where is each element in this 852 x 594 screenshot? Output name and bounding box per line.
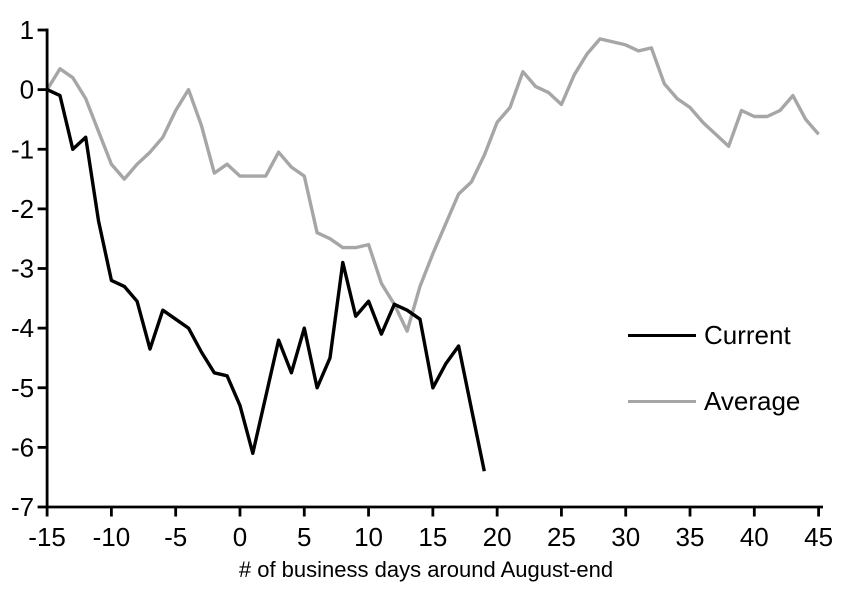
x-axis-title: # of business days around August-end bbox=[238, 557, 614, 582]
x-tick-label: -15 bbox=[28, 522, 66, 552]
x-tick-label: 45 bbox=[804, 522, 833, 552]
legend-line-current-icon bbox=[628, 333, 696, 337]
x-tick-label: 0 bbox=[233, 522, 247, 552]
series-line-average bbox=[45, 37, 820, 333]
x-tick-label: 20 bbox=[483, 522, 512, 552]
y-tick-label: -6 bbox=[11, 432, 34, 462]
x-tick-label: 40 bbox=[740, 522, 769, 552]
series-line-current bbox=[46, 88, 486, 472]
legend-item-average: Average bbox=[628, 386, 800, 416]
y-tick-label: -5 bbox=[11, 373, 34, 403]
legend-line-average-icon bbox=[628, 399, 696, 403]
y-tick-label: -1 bbox=[11, 134, 34, 164]
x-tick-label: 15 bbox=[418, 522, 447, 552]
x-tick-label: -5 bbox=[164, 522, 187, 552]
x-tick-label: 10 bbox=[354, 522, 383, 552]
y-tick-label: 0 bbox=[20, 75, 34, 105]
y-tick-label: -3 bbox=[11, 254, 34, 284]
legend-label-current: Current bbox=[704, 319, 791, 350]
y-tick-label: -2 bbox=[11, 194, 34, 224]
y-tick-label: -7 bbox=[11, 492, 34, 522]
x-tick-label: 30 bbox=[611, 522, 640, 552]
x-tick-label: -10 bbox=[93, 522, 131, 552]
y-tick-label: 1 bbox=[20, 15, 34, 45]
y-tick-label: -4 bbox=[11, 313, 34, 343]
x-tick-label: 5 bbox=[297, 522, 311, 552]
x-tick-label: 35 bbox=[676, 522, 705, 552]
legend-label-average: Average bbox=[704, 385, 801, 416]
legend-item-current: Current bbox=[628, 320, 791, 350]
x-tick-label: 25 bbox=[547, 522, 576, 552]
